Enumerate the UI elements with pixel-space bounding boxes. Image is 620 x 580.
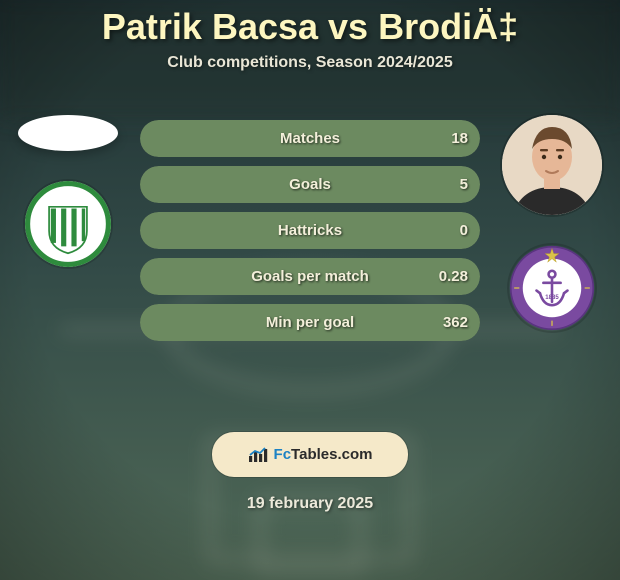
- branding-pill: FcTables.com: [212, 432, 408, 477]
- player-right-club-crest: 1885: [509, 245, 595, 331]
- stats-container: 18Matches 5Goals 0Hattricks 0.28Goals per m…: [140, 120, 480, 341]
- svg-text:1885: 1885: [545, 295, 559, 301]
- stat-fill-right: [140, 304, 480, 341]
- page-subtitle: Club competitions, Season 2024/2025: [0, 54, 620, 72]
- stat-fill-right: [140, 212, 480, 249]
- chart-icon: [248, 447, 268, 463]
- branding-tables: Tables: [291, 446, 337, 463]
- player-left-column: [12, 115, 124, 267]
- stat-row: 0.28Goals per match: [140, 258, 480, 295]
- branding-com: .com: [337, 446, 372, 463]
- player-right-avatar: [502, 115, 602, 215]
- stat-row: 18Matches: [140, 120, 480, 157]
- page-title: Patrik Bacsa vs BrodiÄ‡: [0, 0, 620, 48]
- snapshot-date: 19 february 2025: [0, 495, 620, 513]
- stat-fill-right: [140, 166, 480, 203]
- stat-row: 5Goals: [140, 166, 480, 203]
- stat-fill-right: [140, 258, 480, 295]
- stat-row: 0Hattricks: [140, 212, 480, 249]
- branding-fc: Fc: [274, 446, 292, 463]
- stat-fill-right: [140, 120, 480, 157]
- stat-row: 362Min per goal: [140, 304, 480, 341]
- player-right-column: 1885: [496, 115, 608, 331]
- player-left-club-crest: [25, 181, 111, 267]
- player-left-avatar-placeholder: [18, 115, 118, 151]
